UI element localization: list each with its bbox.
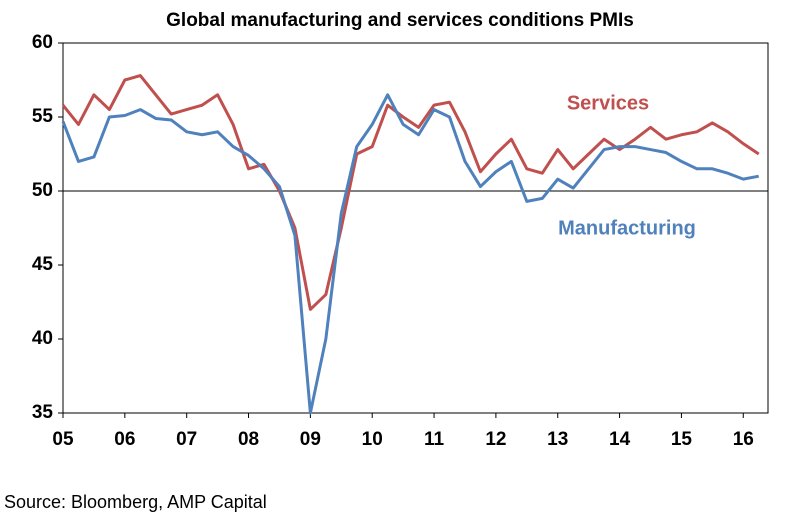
y-tick-label: 50 <box>32 180 53 201</box>
x-tick-label: 13 <box>547 429 568 450</box>
x-tick-label: 16 <box>733 429 754 450</box>
plot-frame <box>62 42 769 414</box>
source-note: Source: Bloomberg, AMP Capital <box>4 492 267 512</box>
x-tick-label: 07 <box>176 429 197 450</box>
x-tick-label: 05 <box>52 429 74 450</box>
x-tick-label: 14 <box>609 429 631 450</box>
y-tick-label: 35 <box>32 402 54 423</box>
y-tick-label: 45 <box>32 254 54 275</box>
y-tick-label: 60 <box>32 32 53 53</box>
series-line <box>61 74 760 311</box>
legend-label: Services <box>567 92 649 114</box>
series-line <box>61 93 760 415</box>
x-tick-label: 11 <box>424 429 445 450</box>
chart-title: Global manufacturing and services condit… <box>166 10 634 31</box>
x-tick-label: 10 <box>362 429 383 450</box>
y-tick-label: 55 <box>32 106 54 127</box>
x-tick-label: 06 <box>114 429 135 450</box>
x-tick-label: 12 <box>485 429 506 450</box>
x-tick-label: 08 <box>238 429 259 450</box>
y-tick-label: 40 <box>32 328 53 349</box>
x-tick-label: 09 <box>300 429 321 450</box>
x-tick-label: 15 <box>671 429 693 450</box>
legend-label: Manufacturing <box>558 217 696 239</box>
